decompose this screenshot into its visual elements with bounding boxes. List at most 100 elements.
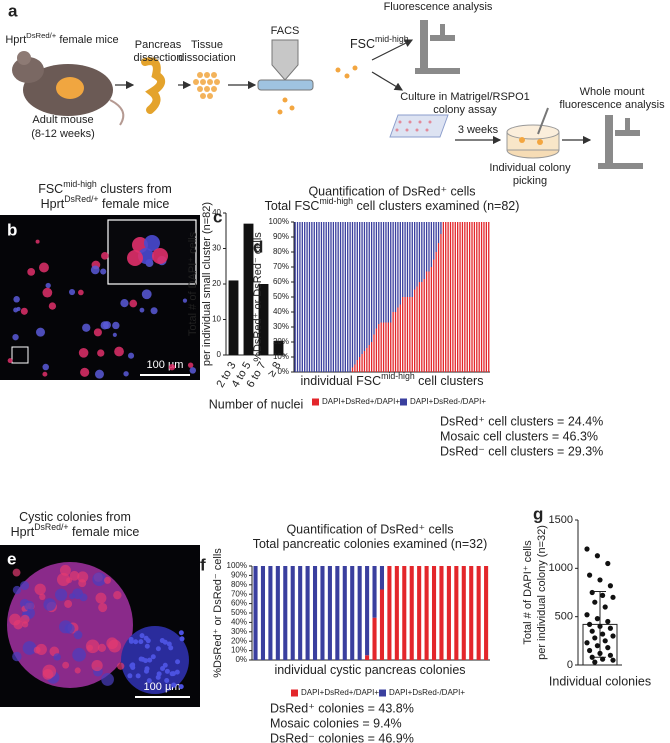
cell <box>24 600 35 611</box>
bar-segment <box>431 566 437 660</box>
cell <box>73 630 83 640</box>
bar-segment <box>294 222 296 372</box>
legend-label: DAPI+DsRed+/DAPI+ <box>301 688 379 697</box>
y-tick-label: 10 <box>212 315 221 324</box>
bar-segment <box>409 566 414 660</box>
cell <box>7 358 13 364</box>
y-tick-label: 0 <box>217 350 222 359</box>
annotation: Mosaic colonies = 9.4% <box>270 716 402 730</box>
cell <box>77 571 89 583</box>
caption: Individual colony <box>489 162 571 174</box>
bar-segment <box>335 222 337 372</box>
cell <box>171 682 177 688</box>
bar-segment <box>318 222 320 372</box>
bar-segment <box>478 222 480 372</box>
cell <box>27 267 36 276</box>
bar-segment <box>485 222 488 372</box>
bar-segment <box>308 222 311 372</box>
bar-segment <box>363 222 366 351</box>
y-axis-label: per individual colony (n=32) <box>536 525 548 660</box>
cell <box>85 639 100 654</box>
cell <box>39 593 46 601</box>
cell <box>123 371 129 377</box>
cell <box>189 367 197 374</box>
bar-segment <box>418 282 421 372</box>
bar-segment <box>480 222 483 372</box>
bar-segment <box>363 351 366 372</box>
cell <box>101 252 109 260</box>
cell <box>42 664 57 679</box>
cell <box>62 661 70 669</box>
bar-segment <box>425 271 428 372</box>
point <box>589 589 595 596</box>
bar-segment <box>440 234 442 372</box>
bar-segment <box>452 222 454 372</box>
bar-segment <box>387 222 390 323</box>
bar-segment <box>461 222 464 372</box>
bar-segment <box>399 222 401 305</box>
cell <box>178 630 184 636</box>
bar-segment <box>382 222 385 323</box>
bar-segment <box>313 222 315 372</box>
bar-segment <box>361 222 363 354</box>
bar-segment <box>312 566 318 660</box>
cell <box>13 296 20 303</box>
bar-segment <box>428 271 430 372</box>
bar-segment <box>446 566 451 660</box>
x-tick-label: Individual colonies <box>549 674 651 688</box>
y-axis-label: %DsRed⁺ or DsRed⁻ cells <box>212 548 224 678</box>
bar-segment <box>354 222 356 365</box>
y-tick-label: 40% <box>273 307 289 316</box>
cell <box>174 669 180 675</box>
bar-segment <box>421 222 423 282</box>
bar-segment <box>424 566 429 660</box>
cell <box>12 585 22 595</box>
bar-segment <box>283 566 288 660</box>
point <box>607 652 614 658</box>
cell <box>69 570 80 581</box>
bar-segment <box>337 222 339 372</box>
bar-segment <box>296 222 299 372</box>
y-tick-label: 0% <box>235 655 247 664</box>
cell <box>139 307 145 313</box>
cell <box>112 332 117 337</box>
bar-segment <box>382 322 385 372</box>
caption: Fluorescence analysis <box>384 1 493 13</box>
bar-segment <box>344 222 346 372</box>
point <box>589 628 595 634</box>
bar-segment <box>304 222 306 372</box>
bar-segment <box>417 566 422 660</box>
cell <box>144 235 160 251</box>
bar-segment <box>378 222 380 324</box>
legend-label: DAPI+DsRed+/DAPI+ <box>322 397 400 406</box>
caption: Culture in Matrigel/RSPO1 <box>400 91 530 103</box>
bar-segment <box>433 222 435 260</box>
bar-segment <box>372 566 377 618</box>
bar-segment <box>440 222 442 234</box>
bar-segment <box>409 222 411 297</box>
text-part: Total FSC <box>265 199 320 213</box>
cell <box>144 643 150 649</box>
cell <box>138 656 144 662</box>
bar-segment <box>425 222 428 272</box>
bar-segment <box>404 297 406 372</box>
bar-segment <box>260 566 266 660</box>
point <box>592 659 598 665</box>
bar-segment <box>484 566 489 660</box>
bar-segment <box>459 222 461 372</box>
bar-segment <box>457 222 459 372</box>
bar-segment <box>339 222 342 372</box>
text-part: female mice <box>69 525 140 539</box>
cell <box>127 250 143 266</box>
bar-segment <box>394 566 399 660</box>
cell <box>13 619 23 630</box>
x-axis-label: individual cystic pancreas colonies <box>274 663 465 677</box>
text-part: DsRed/+ <box>26 31 57 40</box>
caption: Pancreas <box>135 39 182 51</box>
bar-segment <box>387 566 392 660</box>
y-tick-label: 30% <box>231 627 247 636</box>
cell <box>135 673 141 679</box>
cell <box>72 647 86 662</box>
cell <box>166 641 172 647</box>
bar-segment <box>402 566 407 660</box>
